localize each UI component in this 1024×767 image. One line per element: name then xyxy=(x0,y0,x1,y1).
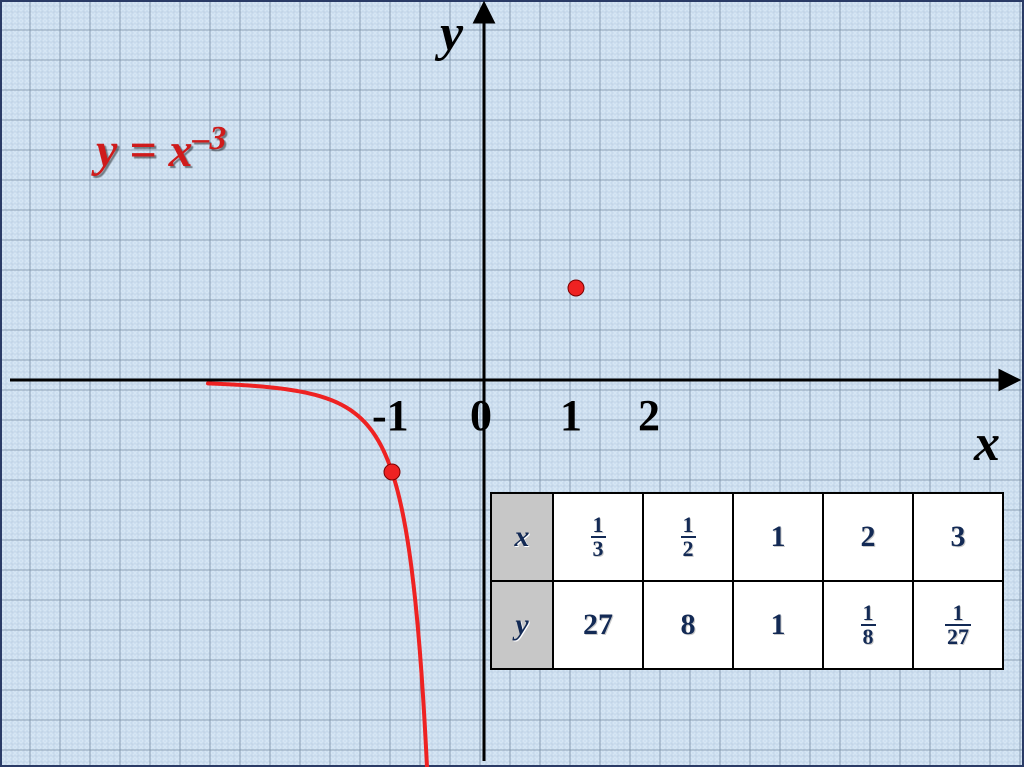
formula-exponent: –3 xyxy=(193,120,227,157)
tick-label: -1 xyxy=(372,390,409,441)
values-table: x 1312123 у 278118127 xyxy=(490,492,1004,670)
table-cell: 127 xyxy=(913,581,1003,669)
table-cell: 27 xyxy=(553,581,643,669)
table-cell: 2 xyxy=(823,493,913,581)
table-header-y: у xyxy=(491,581,553,669)
table-header-x: x xyxy=(491,493,553,581)
formula-base: y = x xyxy=(96,124,193,177)
table-row: у 278118127 xyxy=(491,581,1003,669)
table-row: x 1312123 xyxy=(491,493,1003,581)
table-cell: 13 xyxy=(553,493,643,581)
x-axis-label: x xyxy=(974,414,1000,473)
table-cell: 12 xyxy=(643,493,733,581)
tick-label: 2 xyxy=(638,390,660,441)
chart-stage: y = x–3 y x x 1312123 у 278118127 -1012 xyxy=(0,0,1024,767)
tick-label: 1 xyxy=(560,390,582,441)
table-cell: 3 xyxy=(913,493,1003,581)
formula-label: y = x–3 xyxy=(96,120,226,178)
table-cell: 1 xyxy=(733,581,823,669)
tick-label: 0 xyxy=(470,390,492,441)
table-cell: 1 xyxy=(733,493,823,581)
table-cell: 18 xyxy=(823,581,913,669)
table-cell: 8 xyxy=(643,581,733,669)
y-axis-label: y xyxy=(440,4,463,63)
